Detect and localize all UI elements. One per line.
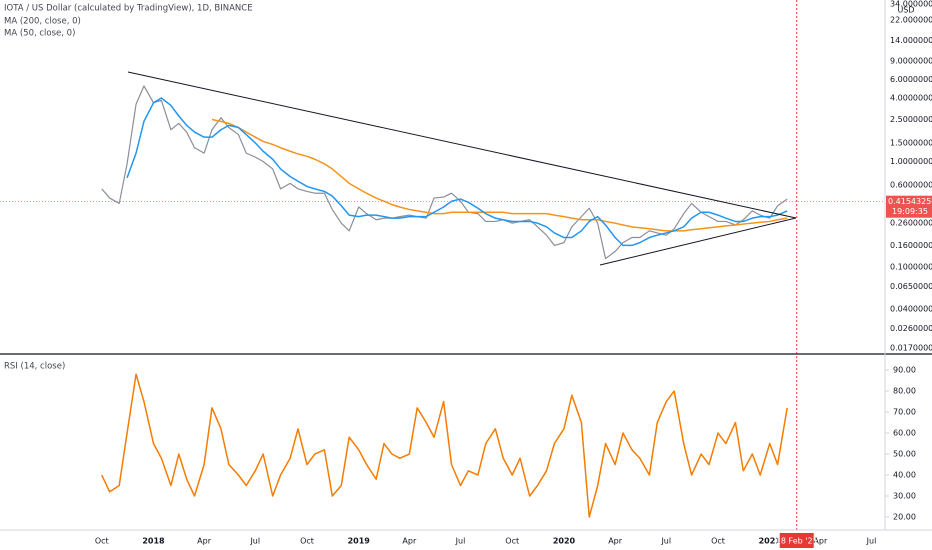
x-tick-label: Oct bbox=[711, 537, 725, 546]
y-tick-label: 40.00 bbox=[893, 471, 916, 480]
y-tick-label: 20.00 bbox=[893, 512, 916, 521]
y-tick-label: 50.00 bbox=[893, 450, 916, 459]
x-tick-label: Oct bbox=[300, 537, 314, 546]
date-marker-label: 18 Feb '21 bbox=[776, 537, 818, 546]
last-price-label: 0.41543250 bbox=[888, 197, 932, 206]
series-line bbox=[126, 97, 788, 247]
series-line bbox=[211, 118, 788, 232]
marks bbox=[0, 0, 885, 530]
y-tick-label: 2.50000000 bbox=[890, 115, 932, 124]
legend-entry: MA (200, close, 0) bbox=[4, 17, 81, 27]
countdown: 19:09:35 bbox=[892, 207, 928, 216]
y-unit: USD bbox=[897, 6, 914, 15]
x-tick-label: 2018 bbox=[142, 537, 165, 546]
x-tick-label: Oct bbox=[505, 537, 519, 546]
labels: Oct 2018 Apr Jul Oct 2019 Apr Jul Oct 2020 Apr Jul O… bbox=[4, 0, 932, 548]
x-tick-label: Apr bbox=[813, 537, 828, 546]
x-tick-label: Jul bbox=[660, 537, 671, 546]
y-tick-label: 90.00 bbox=[893, 366, 916, 375]
y-tick-label: 60.00 bbox=[893, 429, 916, 438]
y-tick-label: 80.00 bbox=[893, 387, 916, 396]
x-tick-label: Jul bbox=[866, 537, 877, 546]
y-tick-label: 1.50000000 bbox=[890, 138, 932, 147]
trend-line bbox=[599, 217, 797, 266]
x-tick-label: Jul bbox=[455, 537, 466, 546]
chart-title: IOTA / US Dollar (calculated by TradingV… bbox=[4, 4, 253, 14]
x-tick-label: Jul bbox=[249, 537, 260, 546]
y-tick-label: 30.00 bbox=[893, 491, 916, 500]
trend-line bbox=[127, 71, 797, 219]
x-tick-label: Apr bbox=[197, 537, 212, 546]
legend-entry: RSI (14, close) bbox=[4, 362, 65, 372]
x-tick-label: 2021 bbox=[759, 537, 782, 546]
x-tick-label: 2020 bbox=[553, 537, 576, 546]
series-line bbox=[101, 373, 788, 518]
x-tick-label: Apr bbox=[608, 537, 623, 546]
legend-entry: MA (50, close, 0) bbox=[4, 29, 75, 39]
x-tick-label: Apr bbox=[402, 537, 417, 546]
y-tick-label: 0.01700000 bbox=[890, 344, 932, 353]
date-marker-box bbox=[779, 533, 814, 548]
y-tick-label: 70.00 bbox=[893, 408, 916, 417]
x-tick-label: 2019 bbox=[348, 537, 371, 546]
last-price-box bbox=[886, 195, 932, 218]
x-tick-label: Oct bbox=[95, 537, 109, 546]
